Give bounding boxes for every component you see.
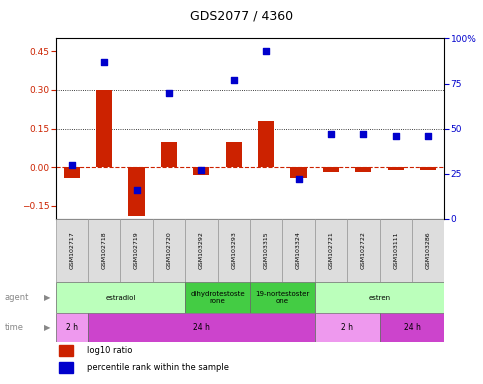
Bar: [315, 282, 444, 313]
Bar: [88, 219, 120, 282]
Bar: [315, 219, 347, 282]
Bar: [250, 282, 315, 313]
Bar: [193, 167, 210, 175]
Text: ▶: ▶: [44, 293, 51, 302]
Text: GSM103324: GSM103324: [296, 232, 301, 270]
Text: dihydrotestoste
rone: dihydrotestoste rone: [190, 291, 245, 304]
Text: time: time: [5, 323, 24, 332]
Bar: [226, 142, 242, 167]
Bar: [420, 167, 436, 170]
Point: [68, 162, 76, 168]
Text: estren: estren: [369, 295, 391, 301]
Text: GSM102718: GSM102718: [101, 232, 107, 269]
Text: GSM102722: GSM102722: [361, 232, 366, 270]
Bar: [59, 345, 73, 356]
Bar: [120, 219, 153, 282]
Point: [230, 77, 238, 83]
Text: 24 h: 24 h: [403, 323, 420, 332]
Bar: [185, 219, 217, 282]
Point: [392, 133, 399, 139]
Point: [198, 167, 205, 173]
Text: GSM102721: GSM102721: [328, 232, 333, 270]
Bar: [355, 167, 371, 172]
Bar: [56, 282, 185, 313]
Bar: [153, 219, 185, 282]
Text: GSM102720: GSM102720: [167, 232, 171, 270]
Bar: [56, 219, 88, 282]
Bar: [380, 219, 412, 282]
Bar: [56, 313, 88, 342]
Text: estradiol: estradiol: [105, 295, 136, 301]
Bar: [88, 313, 315, 342]
Text: GSM103293: GSM103293: [231, 232, 236, 270]
Bar: [315, 313, 380, 342]
Point: [327, 131, 335, 137]
Text: GSM103286: GSM103286: [426, 232, 431, 269]
Bar: [161, 142, 177, 167]
Text: 2 h: 2 h: [341, 323, 353, 332]
Text: GSM102719: GSM102719: [134, 232, 139, 270]
Text: log10 ratio: log10 ratio: [86, 346, 132, 355]
Bar: [258, 121, 274, 167]
Bar: [290, 167, 307, 178]
Bar: [283, 219, 315, 282]
Bar: [412, 219, 444, 282]
Bar: [323, 167, 339, 172]
Bar: [250, 219, 283, 282]
Text: GSM103111: GSM103111: [393, 232, 398, 269]
Text: ▶: ▶: [44, 323, 51, 332]
Point: [262, 48, 270, 54]
Point: [359, 131, 367, 137]
Bar: [388, 167, 404, 170]
Point: [133, 187, 141, 193]
Bar: [59, 362, 73, 373]
Text: agent: agent: [5, 293, 29, 302]
Bar: [347, 219, 380, 282]
Bar: [380, 313, 444, 342]
Point: [100, 59, 108, 65]
Point: [295, 176, 302, 182]
Bar: [96, 90, 112, 167]
Point: [424, 133, 432, 139]
Text: GDS2077 / 4360: GDS2077 / 4360: [190, 10, 293, 23]
Text: GSM103315: GSM103315: [264, 232, 269, 269]
Text: GSM103292: GSM103292: [199, 232, 204, 270]
Text: percentile rank within the sample: percentile rank within the sample: [86, 363, 228, 372]
Bar: [128, 167, 144, 216]
Text: GSM102717: GSM102717: [69, 232, 74, 270]
Bar: [64, 167, 80, 178]
Text: 19-nortestoster
one: 19-nortestoster one: [255, 291, 310, 304]
Bar: [217, 219, 250, 282]
Text: 2 h: 2 h: [66, 323, 78, 332]
Bar: [185, 282, 250, 313]
Text: 24 h: 24 h: [193, 323, 210, 332]
Point: [165, 89, 173, 96]
